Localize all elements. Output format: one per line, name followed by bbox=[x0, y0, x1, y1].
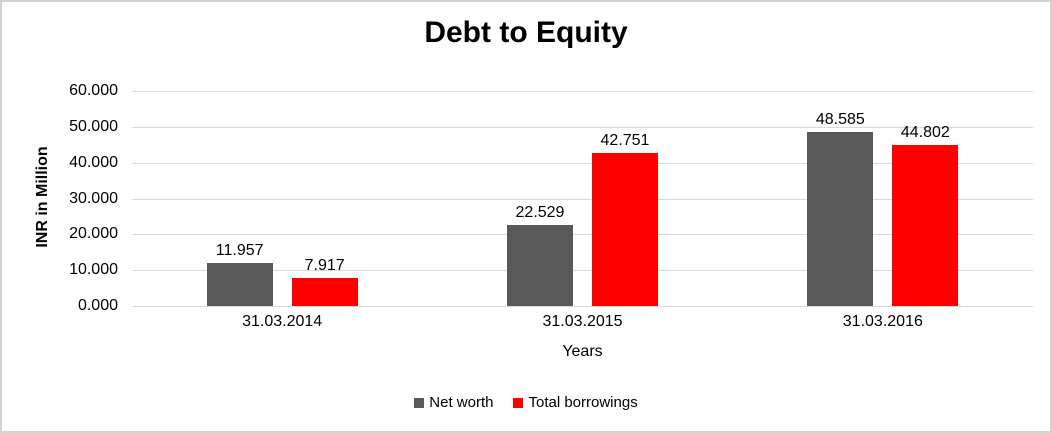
bar-value-label: 7.917 bbox=[304, 256, 345, 274]
legend-entry-total-borrowings: Total borrowings bbox=[513, 394, 638, 411]
legend: Net worth Total borrowings bbox=[2, 394, 1050, 411]
bar-groups: 11.957 7.917 22.529 42.751 48.585 44.802 bbox=[132, 91, 1033, 306]
bar-net-worth: 11.957 bbox=[206, 242, 273, 306]
bar-total-borrowings: 44.802 bbox=[892, 124, 959, 306]
bar-value-label: 42.751 bbox=[600, 131, 650, 149]
x-tick-label: 31.03.2016 bbox=[842, 313, 923, 330]
y-tick-label: 30.000 bbox=[69, 189, 118, 207]
legend-swatch-net-worth bbox=[414, 397, 425, 408]
bar-group: 11.957 7.917 bbox=[132, 91, 432, 306]
chart-title: Debt to Equity bbox=[424, 16, 628, 49]
gridline bbox=[132, 126, 1033, 128]
bar-total-borrowings: 42.751 bbox=[591, 132, 658, 306]
y-tick-label: 50.000 bbox=[69, 117, 118, 135]
bar-group: 22.529 42.751 bbox=[432, 91, 732, 306]
gridline bbox=[132, 306, 1033, 307]
y-tick-label: 20.000 bbox=[69, 225, 118, 243]
gridline bbox=[132, 198, 1033, 200]
y-tick-label: 10.000 bbox=[69, 261, 118, 279]
bar-value-label: 22.529 bbox=[515, 204, 565, 222]
bar-value-label: 44.802 bbox=[900, 124, 950, 142]
bar-net-worth: 48.585 bbox=[807, 111, 874, 306]
gridline bbox=[132, 270, 1033, 272]
bar-value-label: 48.585 bbox=[815, 110, 865, 128]
legend-label: Net worth bbox=[429, 394, 494, 411]
legend-label: Total borrowings bbox=[528, 394, 638, 411]
legend-entry-net-worth: Net worth bbox=[414, 394, 493, 411]
x-axis-title: Years bbox=[562, 343, 603, 360]
x-axis-tick-labels: 31.03.2014 31.03.2015 31.03.2016 bbox=[132, 313, 1033, 331]
y-axis-tick-labels: 0.000 10.000 20.000 30.000 40.000 50.000 60.00… bbox=[2, 82, 118, 314]
bar-value-label: 11.957 bbox=[215, 242, 264, 260]
legend-swatch-total-borrowings bbox=[513, 397, 524, 408]
x-tick-label: 31.03.2014 bbox=[242, 313, 323, 330]
y-tick-label: 0.000 bbox=[77, 297, 118, 314]
gridline bbox=[132, 91, 1033, 92]
bar-net-worth: 22.529 bbox=[506, 204, 573, 306]
gridline bbox=[132, 162, 1033, 164]
x-tick-label: 31.03.2015 bbox=[542, 313, 623, 330]
y-tick-label: 40.000 bbox=[69, 153, 118, 171]
bar-total-borrowings: 7.917 bbox=[291, 257, 358, 306]
y-tick-label: 60.000 bbox=[69, 82, 118, 99]
gridline bbox=[132, 234, 1033, 236]
plot-area: 11.957 7.917 22.529 42.751 48.585 44.802 bbox=[132, 91, 1033, 307]
bar-group: 48.585 44.802 bbox=[733, 91, 1033, 306]
